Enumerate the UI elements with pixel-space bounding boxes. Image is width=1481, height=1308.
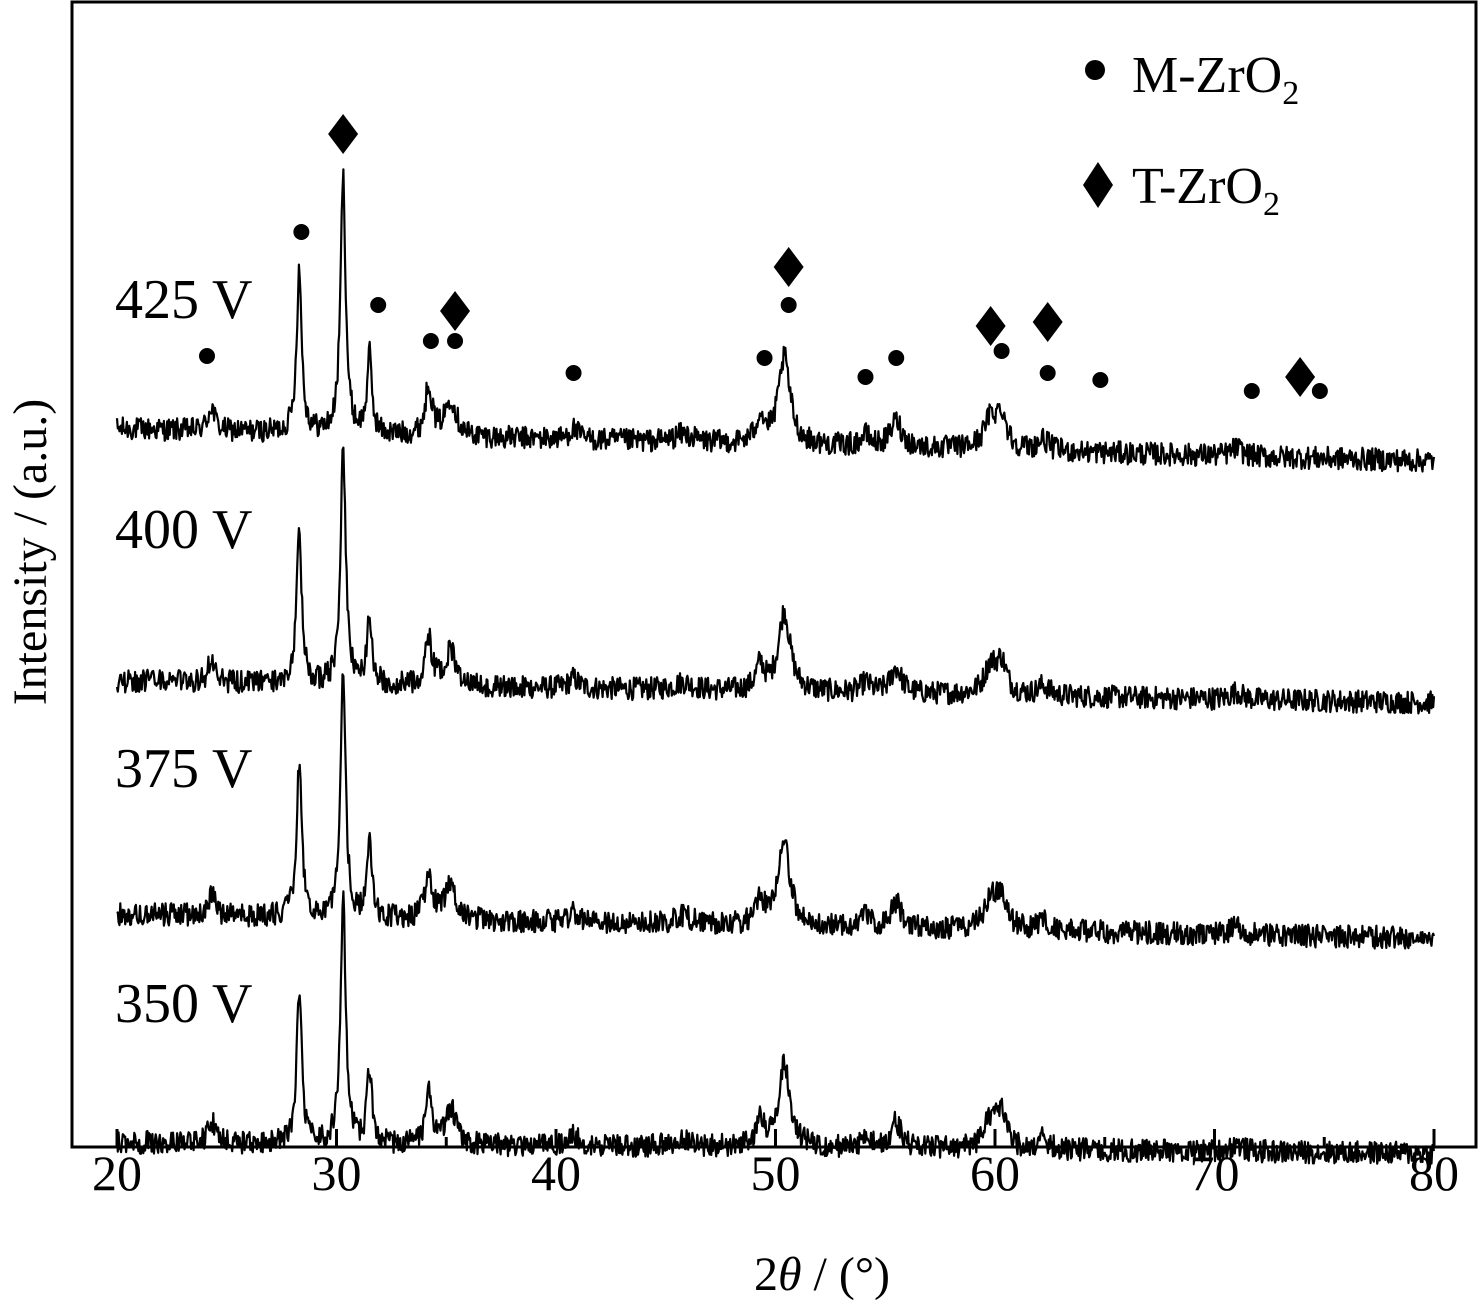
x-tick-label: 20 [92, 1145, 142, 1201]
x-title-two: 2 [754, 1248, 778, 1301]
m-zro2-marker [1311, 383, 1328, 399]
x-tick-label: 30 [312, 1145, 362, 1201]
series-line-375v [116, 673, 1436, 950]
series-line-400v [115, 446, 1436, 715]
t-zro2-marker [1285, 357, 1316, 397]
m-zro2-marker [447, 333, 464, 349]
series-labels: 425 V 400 V 375 V 350 V [115, 269, 252, 1035]
legend-m-base: M-ZrO [1132, 47, 1282, 104]
t-zro2-marker [773, 247, 804, 287]
series-line-425v [115, 168, 1436, 473]
x-tick-label: 60 [970, 1145, 1020, 1201]
m-zro2-marker [565, 365, 582, 381]
m-zro2-marker [857, 369, 874, 385]
x-tick-label: 50 [751, 1145, 801, 1201]
m-zro2-marker [756, 350, 773, 366]
m-zro2-marker [422, 333, 439, 349]
series-label: 400 V [115, 499, 252, 561]
m-zro2-marker [370, 297, 387, 313]
series-label: 350 V [115, 973, 252, 1035]
x-title-theta: θ [778, 1248, 802, 1301]
t-zro2-marker [1032, 302, 1063, 342]
m-zro2-marker [993, 343, 1010, 359]
m-zro2-marker [1039, 365, 1056, 381]
series-label: 425 V [115, 269, 252, 331]
legend-label-m-zro2: M-ZrO2 [1132, 47, 1299, 112]
m-zro2-marker [1243, 383, 1260, 399]
plot-frame [70, 0, 1478, 1149]
t-zro2-marker [440, 291, 471, 331]
x-title-rest: / (°) [802, 1248, 891, 1301]
m-zro2-marker [198, 348, 215, 364]
series-line-350v [115, 890, 1436, 1166]
legend-circle-marker [1085, 60, 1105, 80]
t-zro2-marker [328, 114, 359, 154]
m-zro2-marker [780, 297, 797, 313]
legend-label-t-zro2: T-ZrO2 [1132, 158, 1280, 223]
legend-t-sub: 2 [1263, 186, 1280, 223]
phase-markers [198, 114, 1328, 399]
legend-diamond-marker [1083, 162, 1113, 208]
series-label: 375 V [115, 738, 252, 800]
t-zro2-marker [975, 306, 1006, 346]
m-zro2-marker [1092, 372, 1109, 388]
x-axis-ticks: 20 30 40 50 60 70 80 [92, 1129, 1459, 1201]
series-group [115, 168, 1436, 1166]
m-zro2-marker [293, 224, 310, 240]
legend-m-sub: 2 [1282, 75, 1299, 112]
x-axis-title: 2θ / (°) [754, 1248, 890, 1301]
legend-t-base: T-ZrO [1132, 158, 1263, 215]
m-zro2-marker [888, 350, 905, 366]
y-axis-title: Intensity / (a.u.) [4, 399, 57, 706]
legend: M-ZrO2 T-ZrO2 [1083, 47, 1299, 223]
